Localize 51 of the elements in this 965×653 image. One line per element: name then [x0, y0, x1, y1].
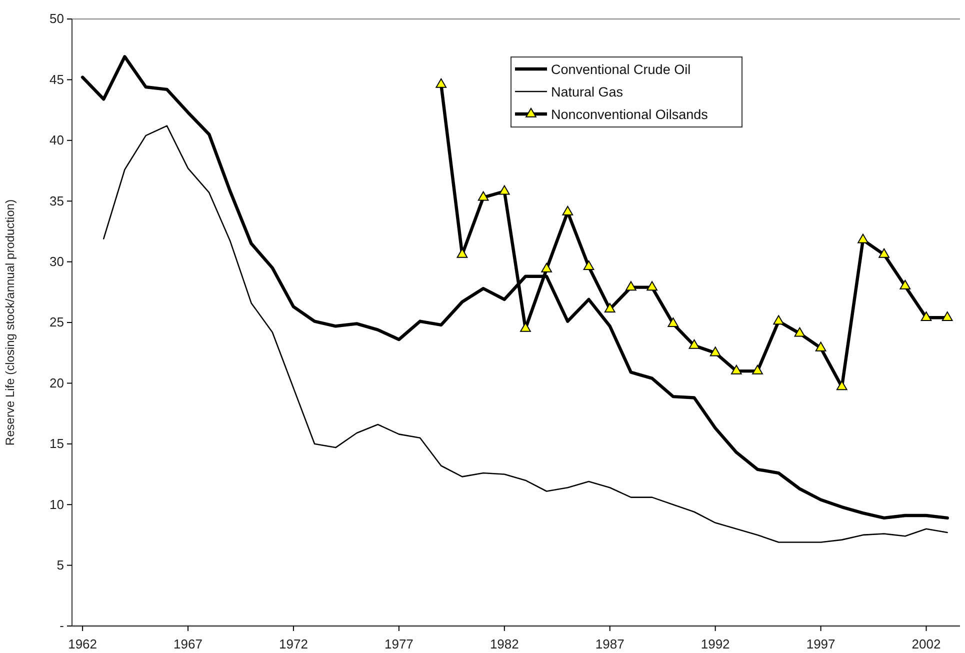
point — [900, 280, 911, 290]
y-tick-label: 45 — [50, 72, 64, 87]
point — [688, 339, 700, 349]
y-tick-label: 50 — [50, 11, 64, 26]
y-tick-label: 20 — [50, 375, 64, 390]
y-tick-label: 10 — [50, 496, 64, 512]
point — [626, 281, 636, 291]
legend-label: Natural Gas — [551, 84, 624, 100]
y-tick-label: - — [60, 618, 64, 634]
point — [773, 315, 784, 325]
point — [710, 346, 721, 356]
y-tick-label: 25 — [50, 314, 64, 330]
point — [878, 248, 890, 258]
legend-label: Conventional Crude Oil — [551, 62, 691, 77]
point — [562, 206, 574, 216]
point — [858, 234, 868, 244]
point — [730, 364, 742, 374]
line-series — [80, 55, 949, 520]
point — [478, 191, 489, 201]
point — [815, 342, 826, 352]
point — [541, 262, 552, 272]
point — [520, 322, 531, 332]
y-tick-label: 40 — [50, 132, 64, 148]
point — [942, 311, 953, 321]
y-tick-label: 35 — [50, 193, 64, 208]
point — [583, 260, 594, 270]
point — [668, 318, 679, 328]
point — [498, 185, 510, 195]
x-tick-label: 1997 — [806, 636, 836, 652]
y-tick-label: 5 — [56, 557, 64, 572]
y-tick-label: 30 — [50, 254, 64, 269]
y-tick-label: 15 — [50, 436, 64, 452]
x-tick-label: 1967 — [174, 636, 202, 652]
point — [646, 281, 658, 291]
point — [436, 78, 447, 88]
x-tick-label: 1992 — [700, 636, 730, 652]
point — [456, 248, 468, 258]
x-tick-label: 1977 — [384, 636, 414, 652]
legend-label: Nonconventional Oilsands — [551, 107, 708, 122]
x-tick-label: 1987 — [595, 636, 624, 652]
y-axis-title: Reserve Life (closing stock/annual production) — [3, 199, 17, 446]
x-tick-label: 1972 — [279, 636, 308, 652]
point — [920, 311, 932, 321]
point — [794, 327, 806, 337]
line-series — [102, 125, 948, 543]
point — [604, 302, 616, 312]
point — [836, 380, 848, 390]
point — [752, 364, 763, 374]
x-tick-label: 1982 — [490, 636, 519, 652]
x-tick-label: 1962 — [68, 636, 98, 652]
x-tick-label: 2002 — [912, 636, 941, 652]
